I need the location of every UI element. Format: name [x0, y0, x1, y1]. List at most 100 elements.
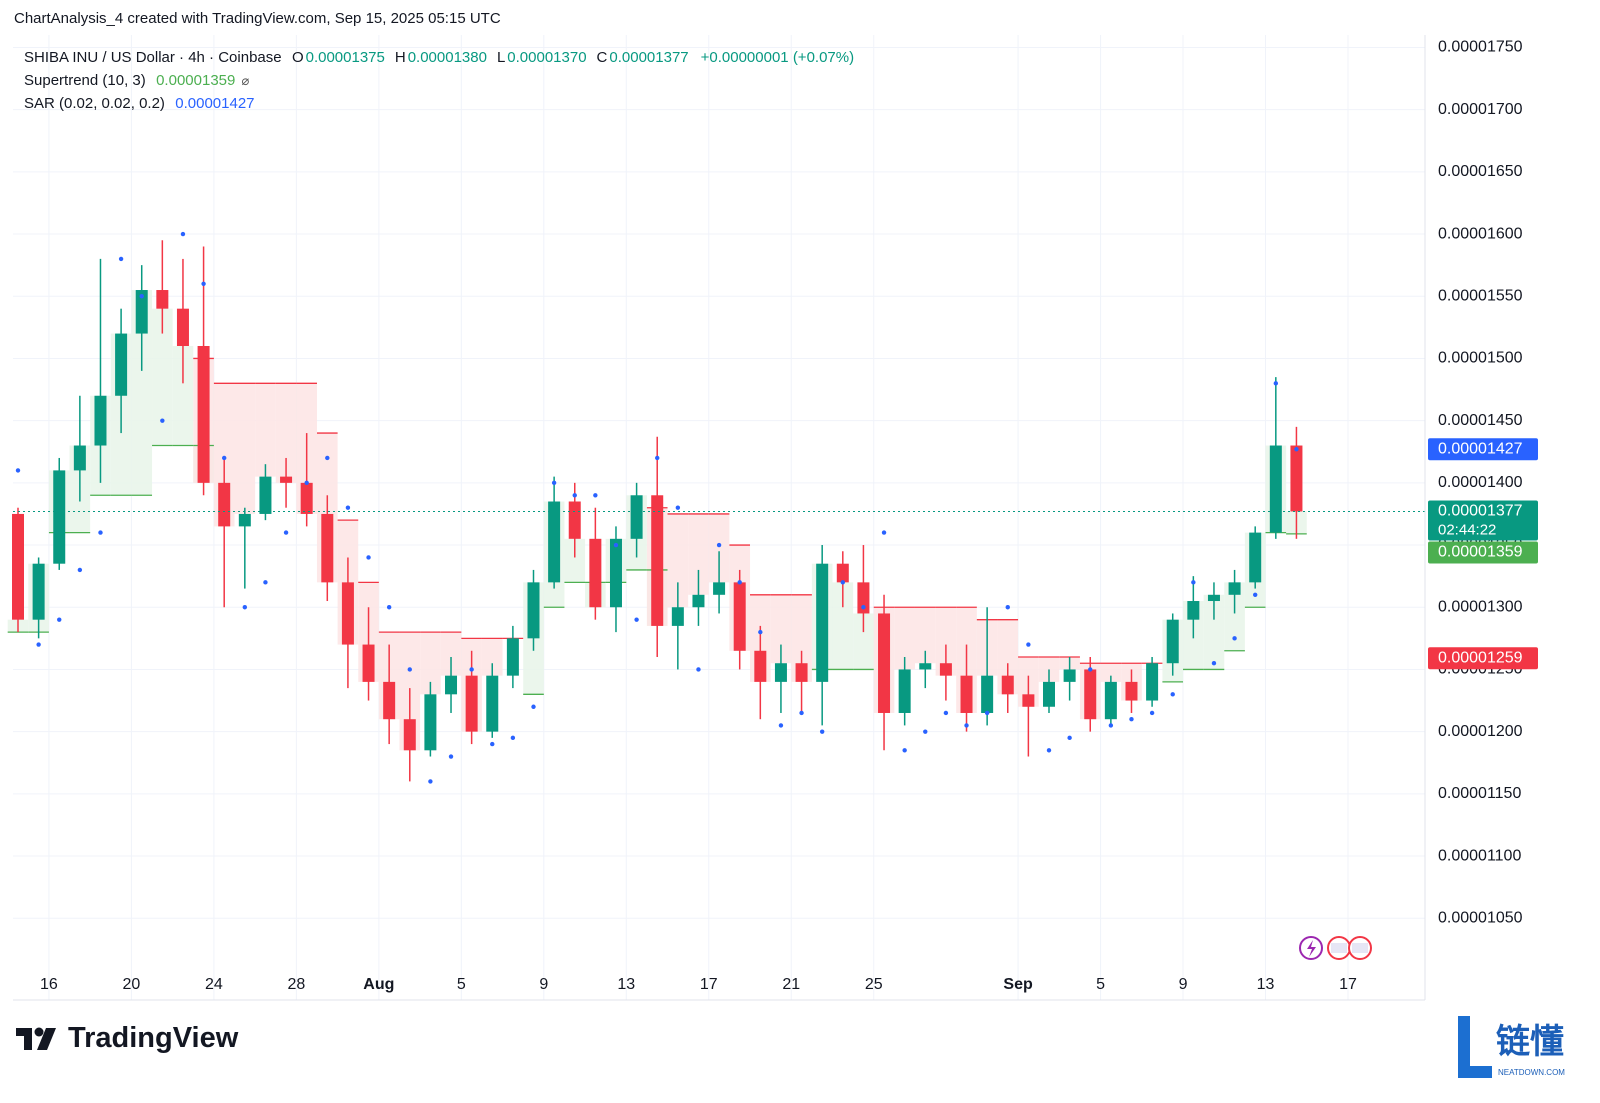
- quote-key: L: [496, 49, 506, 66]
- candle-body: [238, 513, 251, 527]
- x-tick-label: 28: [287, 976, 305, 993]
- sar-dot: [551, 480, 557, 486]
- sar-dot: [1026, 642, 1031, 647]
- candle-body: [506, 638, 519, 676]
- sar-dot: [57, 617, 62, 622]
- sar-dot: [15, 468, 21, 473]
- supertrend-fill: [440, 632, 462, 676]
- watermark-name: 链懂: [1496, 1023, 1564, 1061]
- supertrend-label: Supertrend (10, 3): [24, 72, 146, 89]
- y-tick-label: 0.00001300: [1438, 598, 1523, 615]
- x-tick-label: 5: [1096, 976, 1105, 993]
- sar-dot: [510, 735, 516, 741]
- sar-dot: [180, 231, 186, 237]
- candle-body: [548, 501, 561, 583]
- candle-body: [692, 594, 705, 608]
- grid: [13, 35, 1425, 1000]
- quote-value: 0.00001377: [609, 49, 689, 66]
- candle-body: [630, 495, 643, 539]
- sar-dot: [572, 493, 577, 498]
- price-badge: [1428, 500, 1538, 541]
- watermark: 链懂 NEATDOWN.COM: [1456, 1014, 1576, 1080]
- candle-body: [12, 513, 24, 620]
- supertrend-fill: [770, 594, 792, 664]
- supertrend-fill: [688, 513, 709, 595]
- price-badge-label: 0.00001359: [1438, 544, 1523, 561]
- event-bolt: [1307, 940, 1316, 957]
- candle-body: [486, 675, 499, 732]
- sar-dot: [139, 294, 144, 299]
- candle-body: [135, 290, 148, 334]
- candle-body: [795, 663, 808, 682]
- candle-body: [259, 476, 272, 514]
- sar-dot: [160, 418, 165, 423]
- axes: 0.00001050 0.00001100 0.00001150 0.00001200…: [13, 39, 1538, 993]
- quote: O 0.00001375 H 0.00001380 L 0.00001370 C 0.0000…: [292, 49, 699, 66]
- sar-dot: [1211, 661, 1217, 666]
- event-icons: [1299, 936, 1372, 960]
- supertrend-fill: [853, 613, 874, 670]
- y-tick-label: 0.00001100: [1438, 847, 1521, 864]
- supertrend-fill: [131, 290, 153, 496]
- hidden-icon[interactable]: ⌀: [241, 73, 250, 88]
- candle-body: [176, 308, 189, 346]
- y-tick-label: 0.00001600: [1438, 225, 1523, 242]
- x-tick-label: 13: [1257, 976, 1275, 993]
- candle-body: [671, 607, 684, 626]
- candle-body: [919, 663, 932, 670]
- sar-dot: [1088, 667, 1093, 672]
- supertrend-fill: [275, 383, 297, 483]
- candle-body: [424, 694, 437, 751]
- sar-dot: [902, 748, 907, 753]
- candle-body: [1207, 594, 1220, 602]
- price-badge-label: 0.00001427: [1438, 440, 1523, 457]
- sar-dot: [325, 455, 330, 461]
- supertrend-fill: [1100, 663, 1122, 682]
- sar-dot: [1253, 592, 1258, 597]
- price-badge: [1428, 541, 1538, 564]
- sar-dot: [345, 505, 351, 510]
- candle-body: [32, 563, 45, 620]
- supertrend-fill: [894, 607, 915, 670]
- legend-supertrend: Supertrend (10, 3) 0.00001359 ⌀: [24, 69, 856, 92]
- supertrend-fill: [667, 513, 689, 608]
- sar-dot: [964, 723, 969, 728]
- candle-body: [774, 663, 787, 682]
- candle-body: [1146, 663, 1159, 701]
- sar-dot: [778, 723, 784, 728]
- y-tick-label: 0.00001650: [1438, 163, 1523, 180]
- quote-value: 0.00001370: [507, 49, 587, 66]
- candle-body: [836, 563, 849, 583]
- sar-dot: [613, 542, 619, 548]
- candle-body: [383, 681, 396, 720]
- supertrend-value: 0.00001359: [156, 72, 236, 89]
- x-tick-label: 9: [1179, 976, 1188, 993]
- candle-body: [816, 563, 829, 682]
- sar-dot: [448, 754, 454, 759]
- sar-dot: [428, 779, 433, 784]
- candle-body: [1084, 669, 1097, 720]
- candle-body: [1104, 681, 1117, 720]
- sar-dot: [1191, 580, 1196, 585]
- supertrend-fill: [420, 632, 441, 695]
- candle-body: [1269, 445, 1282, 533]
- sar-dot: [634, 617, 639, 622]
- candle-body: [878, 613, 891, 713]
- price-badge: [1428, 647, 1538, 670]
- y-tick-label: 0.00001700: [1438, 101, 1523, 118]
- supertrend-fill: [481, 638, 503, 676]
- brand: TradingView: [16, 1022, 238, 1055]
- candle-body: [898, 669, 911, 713]
- candle-body: [445, 675, 458, 695]
- quote-value: 0.00001380: [407, 49, 487, 66]
- sar-dot: [737, 580, 742, 585]
- sar-dot: [490, 741, 495, 747]
- sar-dot: [923, 729, 928, 734]
- candle-body: [403, 719, 416, 751]
- watermark-site: NEATDOWN.COM: [1498, 1068, 1565, 1077]
- brand-name: TradingView: [68, 1022, 239, 1054]
- x-tick-label: 20: [123, 976, 141, 993]
